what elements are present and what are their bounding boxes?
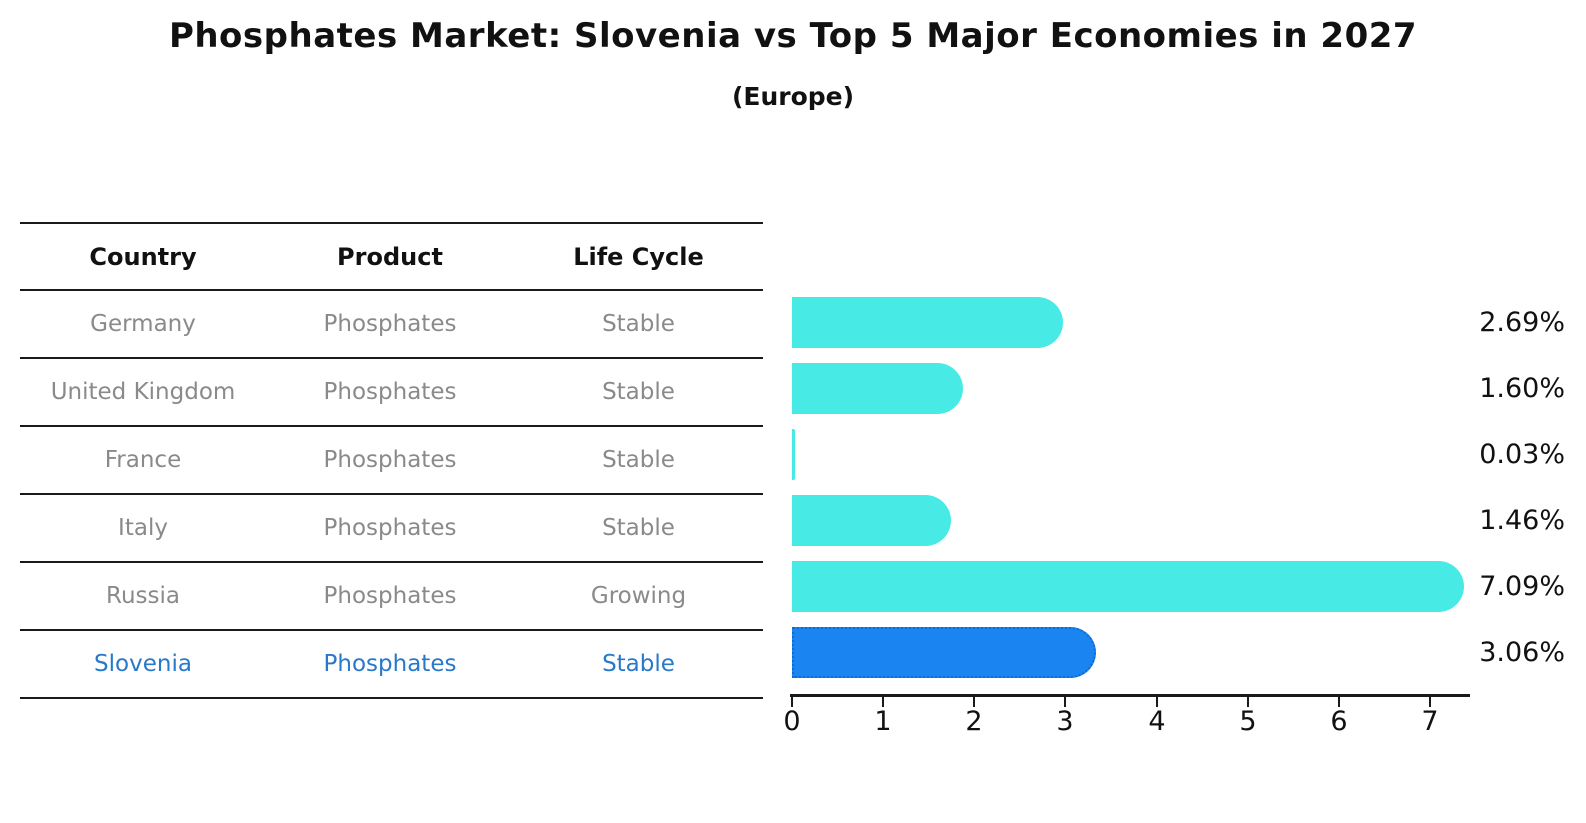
bar-germany (792, 297, 1063, 348)
table-header-row: Country Product Life Cycle (20, 222, 763, 289)
x-tick-label: 7 (1421, 706, 1439, 737)
x-tick-label: 2 (965, 706, 983, 737)
bar-value-united-kingdom: 1.60% (1479, 373, 1565, 404)
header-product: Product (337, 242, 443, 271)
x-tick (791, 697, 793, 707)
table-row-russia: Russia Phosphates Growing (20, 561, 763, 629)
x-tick (973, 697, 975, 707)
bar-value-france: 0.03% (1479, 439, 1565, 470)
cell-product: Phosphates (323, 379, 457, 405)
bar-france (792, 429, 795, 480)
cell-life-cycle: Stable (602, 311, 675, 337)
x-tick (882, 697, 884, 707)
table-row-italy: Italy Phosphates Stable (20, 493, 763, 561)
x-tick-label: 1 (874, 706, 892, 737)
x-tick-label: 5 (1239, 706, 1257, 737)
x-tick-label: 3 (1056, 706, 1074, 737)
x-tick (1156, 697, 1158, 707)
cell-life-cycle: Stable (602, 515, 675, 541)
table-row-united-kingdom: United Kingdom Phosphates Stable (20, 357, 763, 425)
cell-country: United Kingdom (50, 379, 236, 405)
cell-country: France (104, 447, 182, 473)
x-tick-label: 0 (783, 706, 801, 737)
cell-product: Phosphates (323, 583, 457, 609)
x-tick (1064, 697, 1066, 707)
cell-country: Slovenia (94, 651, 192, 677)
cell-life-cycle: Stable (602, 447, 675, 473)
cell-life-cycle: Stable (602, 379, 675, 405)
x-tick (1429, 697, 1431, 707)
cell-product: Phosphates (323, 651, 457, 677)
cell-product: Phosphates (323, 311, 457, 337)
bar-italy (792, 495, 951, 546)
cell-product: Phosphates (323, 447, 457, 473)
cell-country: Italy (118, 515, 168, 541)
x-tick-label: 6 (1330, 706, 1348, 737)
cell-country: Russia (106, 583, 180, 609)
header-life-cycle: Life Cycle (573, 242, 704, 271)
bar-value-russia: 7.09% (1479, 571, 1565, 602)
x-tick (1247, 697, 1249, 707)
cell-country: Germany (90, 311, 196, 337)
country-table: Country Product Life Cycle Germany Phosp… (20, 222, 763, 699)
bar-russia (792, 561, 1464, 612)
bar-united-kingdom (792, 363, 964, 414)
x-tick-label: 4 (1148, 706, 1166, 737)
bar-value-germany: 2.69% (1479, 307, 1565, 338)
header-country: Country (89, 242, 197, 271)
cell-product: Phosphates (323, 515, 457, 541)
table-row-slovenia: Slovenia Phosphates Stable (20, 629, 763, 699)
bar-value-italy: 1.46% (1479, 505, 1565, 536)
x-axis-line (790, 694, 1470, 697)
cell-life-cycle: Stable (602, 651, 675, 677)
chart-title: Phosphates Market: Slovenia vs Top 5 Maj… (168, 16, 1418, 56)
chart-subtitle: (Europe) (731, 82, 855, 111)
table-row-france: France Phosphates Stable (20, 425, 763, 493)
bar-value-slovenia: 3.06% (1479, 637, 1565, 668)
cell-life-cycle: Growing (590, 583, 687, 609)
table-row-germany: Germany Phosphates Stable (20, 289, 763, 357)
x-tick (1338, 697, 1340, 707)
bar-slovenia (792, 627, 1097, 678)
